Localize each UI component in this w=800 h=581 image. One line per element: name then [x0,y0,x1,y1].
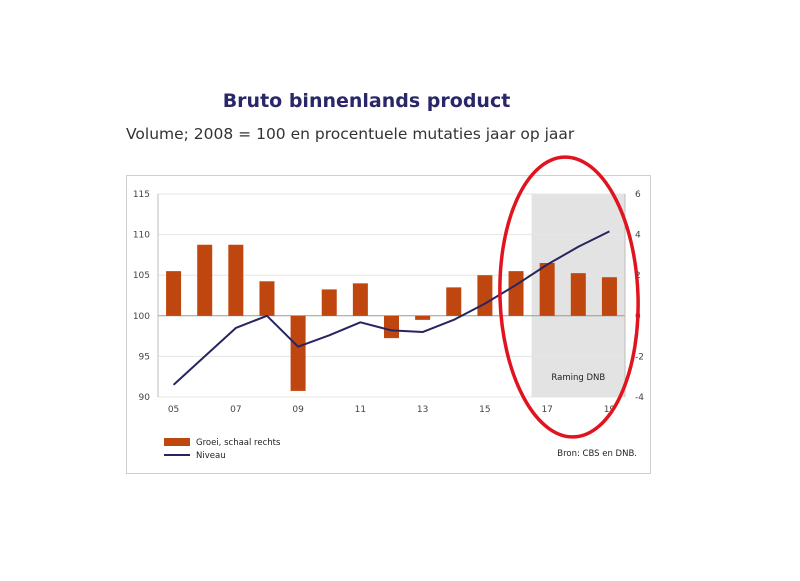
bar-2006 [197,244,213,316]
chart-frame [126,175,651,474]
x-tick-label: 17 [541,405,552,415]
source-label: Bron: CBS en DNB. [557,449,637,459]
left-tick-label: 90 [139,393,151,403]
legend-label-groei: Groei, schaal rechts [196,438,281,448]
left-tick-label: 95 [139,352,150,362]
x-tick-label: 05 [168,405,179,415]
left-tick-label: 100 [133,312,150,322]
right-tick-label: 4 [635,231,641,241]
bar-2019 [601,277,617,316]
left-tick-label: 110 [133,231,150,241]
legend-swatch-groei [164,438,190,446]
x-tick-label: 19 [604,405,616,415]
chart-subtitle: Volume; 2008 = 100 en procentuele mutati… [126,125,575,143]
bar-2005 [166,271,182,316]
forecast-label: Raming DNB [551,373,605,383]
bar-2008 [259,281,275,316]
left-tick-label: 105 [133,271,150,281]
right-tick-label: -4 [635,393,644,403]
bar-2011 [352,283,368,316]
bar-2015 [477,275,493,316]
niveau-line [172,230,610,386]
x-tick-label: 11 [355,405,366,415]
bar-2018 [570,273,586,316]
bar-2012 [384,315,399,339]
x-tick-label: 13 [417,405,428,415]
right-tick-label: 6 [635,190,641,200]
right-tick-label: -2 [635,352,644,362]
bar-2017 [539,263,555,316]
chart-title: Bruto binnenlands product [222,90,511,112]
legend-label-niveau: Niveau [196,451,226,461]
bar-2014 [446,287,462,316]
x-tick-label: 15 [479,405,490,415]
x-tick-label: 09 [292,405,304,415]
highlight-ellipse [498,155,640,439]
bar-2013 [415,315,431,320]
bar-2010 [321,289,337,316]
bar-2009 [290,315,306,391]
x-tick-label: 07 [230,405,241,415]
bar-2007 [228,244,244,316]
left-tick-label: 115 [133,190,150,200]
bar-2016 [508,271,524,316]
